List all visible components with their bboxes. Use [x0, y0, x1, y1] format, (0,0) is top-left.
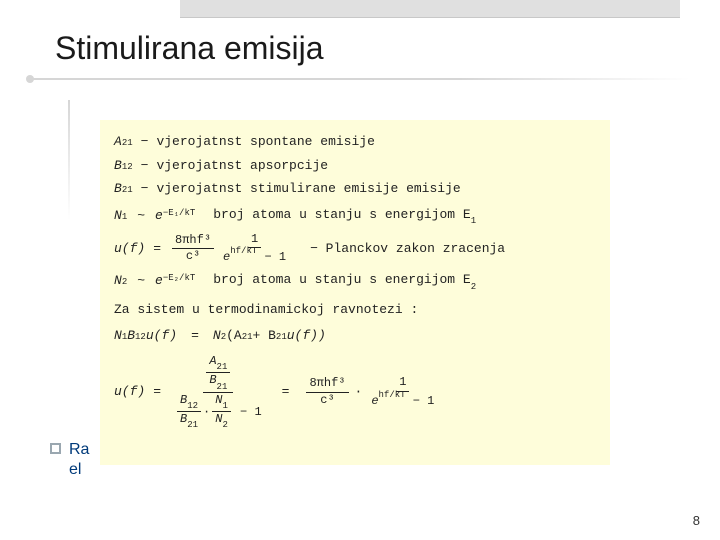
square-bullet-icon	[50, 443, 61, 454]
slide-title: Stimulirana emisija	[55, 30, 324, 67]
bullet-item: Ra el	[50, 440, 89, 480]
bullet-text: Ra el	[69, 440, 89, 480]
def-n1: N1 ~ e−E₁/kT broj atoma u stanju s energ…	[114, 205, 596, 227]
def-a21: A21 − vjerojatnst spontane emisije	[114, 132, 596, 152]
def-b21: B21 − vjerojatnst stimulirane emisije em…	[114, 179, 596, 199]
def-b12: B12 − vjerojatnst apsorpcije	[114, 156, 596, 176]
therm-equilibrium: Za sistem u termodinamickoj ravnotezi :	[114, 300, 596, 320]
planck-law: u(f) = 8πhf³ c³ 1 ehf/kT − 1 − Planckov …	[114, 233, 596, 264]
def-n2: N2 ~ e−E₂/kT broj atoma u stanju s energ…	[114, 270, 596, 292]
final-eq: u(f) = A21B21 B12B21·N1N2 − 1 = 8πhf³ c³…	[114, 355, 596, 429]
title-underline	[30, 78, 690, 80]
balance-eq: N1B12u(f) = N2(A21 + B21u(f))	[114, 326, 596, 346]
accent-line	[68, 100, 70, 220]
top-bar	[180, 0, 680, 18]
title-container: Stimulirana emisija	[55, 30, 324, 67]
formula-box: A21 − vjerojatnst spontane emisije B12 −…	[100, 120, 610, 465]
page-number: 8	[693, 513, 700, 528]
